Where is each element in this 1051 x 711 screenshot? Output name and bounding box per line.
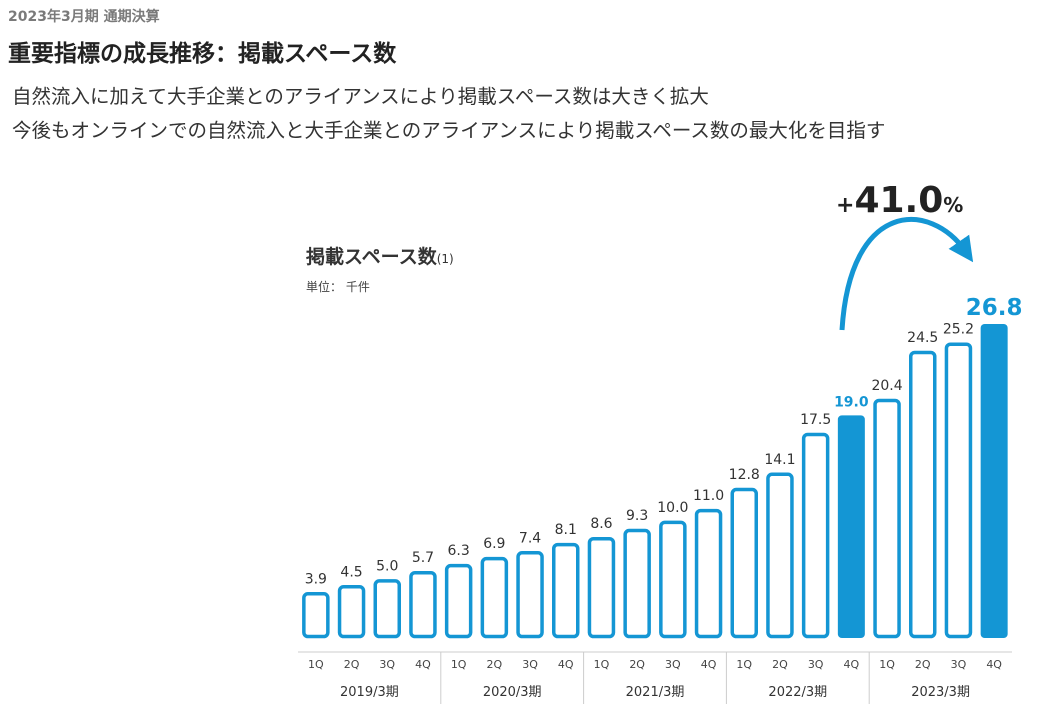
report-period-label: 2023年3月期 通期決算	[8, 9, 160, 25]
growth-sign: +	[836, 193, 855, 218]
bar	[837, 415, 865, 638]
data-label: 6.9	[483, 536, 505, 552]
data-label: 26.8	[966, 295, 1023, 321]
bar	[409, 570, 437, 639]
bar	[444, 563, 473, 639]
data-label: 5.0	[376, 558, 398, 574]
chart-title: 掲載スペース数(1)	[306, 242, 454, 269]
x-tick-label: 4Q	[986, 658, 1002, 671]
bar	[909, 350, 937, 639]
x-tick-label: 3Q	[522, 658, 538, 671]
bar	[730, 487, 758, 639]
x-tick-label: 2Q	[487, 658, 503, 671]
x-tick-label: 4Q	[844, 658, 860, 671]
description-line-2: 今後もオンラインでの自然流入と大手企業とのアライアンスにより掲載スペース数の最大…	[12, 119, 886, 142]
x-tick-label: 3Q	[808, 658, 824, 671]
x-tick-label: 2Q	[772, 658, 788, 671]
description-line-1: 自然流入に加えて大手企業とのアライアンスにより掲載スペース数は大きく拡大	[12, 85, 709, 108]
x-tick-label: 3Q	[951, 658, 967, 671]
data-label: 9.3	[626, 508, 648, 524]
data-label: 11.0	[693, 488, 724, 504]
bar	[587, 536, 616, 639]
data-label: 17.5	[800, 412, 831, 428]
data-label: 8.1	[555, 522, 577, 538]
x-tick-label: 3Q	[379, 658, 395, 671]
bar	[623, 528, 651, 639]
bar	[373, 579, 401, 639]
x-group-label: 2021/3期	[626, 685, 685, 700]
growth-unit: %	[943, 193, 964, 217]
data-label: 5.7	[412, 550, 434, 566]
data-label: 3.9	[305, 571, 327, 587]
growth-rate-callout: +41.0%	[836, 180, 963, 221]
data-label: 25.2	[943, 322, 974, 338]
growth-arrow	[839, 217, 974, 331]
x-group-label: 2023/3期	[911, 685, 970, 700]
data-label: 19.0	[834, 394, 869, 410]
x-tick-label: 3Q	[665, 658, 681, 671]
x-tick-label: 2Q	[915, 658, 931, 671]
bar	[302, 592, 330, 639]
data-label: 8.6	[590, 516, 612, 532]
data-label: 24.5	[907, 330, 938, 346]
bar	[694, 508, 723, 639]
data-label: 6.3	[448, 543, 470, 559]
bar	[480, 556, 509, 639]
bar	[801, 432, 830, 639]
x-tick-label: 1Q	[308, 658, 324, 671]
x-tick-label: 1Q	[879, 658, 895, 671]
bar	[516, 551, 544, 639]
bar	[659, 520, 687, 639]
bar-series: 3.9 4.5 5.0 5.7 6.3 6.9 7.4 8.1 8.6 9.3 10.0 11.0 12…	[302, 295, 1023, 639]
x-group-label: 2019/3期	[340, 685, 399, 700]
bar	[944, 342, 973, 639]
x-tick-label: 1Q	[594, 658, 610, 671]
chart-unit-label: 単位： 千件	[306, 280, 370, 294]
bar	[980, 324, 1008, 638]
chart-title-text: 掲載スペース数	[306, 246, 437, 268]
data-label: 20.4	[871, 378, 902, 394]
data-label: 10.0	[657, 500, 688, 516]
bar	[766, 472, 794, 639]
x-axis: 1Q 2Q 3Q 4Q 1Q 2Q 3Q 4Q 1Q 2Q 3Q 4Q 1Q 2Q 3Q 4Q 1Q 2Q 3Q 4Q…	[298, 651, 1012, 704]
x-group-label: 2020/3期	[483, 685, 542, 700]
x-group-label: 2022/3期	[768, 685, 827, 700]
data-label: 12.8	[729, 467, 760, 483]
data-label: 7.4	[519, 530, 541, 546]
x-tick-label: 2Q	[629, 658, 645, 671]
x-tick-label: 1Q	[736, 658, 752, 671]
x-tick-label: 2Q	[344, 658, 360, 671]
bar	[552, 542, 580, 639]
x-tick-label: 4Q	[558, 658, 574, 671]
bar	[337, 585, 366, 639]
data-label: 14.1	[764, 452, 795, 468]
chart-title-footnote: (1)	[436, 252, 454, 266]
data-label: 4.5	[340, 564, 362, 580]
page-title: 重要指標の成長推移：掲載スペース数	[8, 41, 397, 67]
x-tick-label: 4Q	[415, 658, 431, 671]
x-tick-label: 4Q	[701, 658, 717, 671]
growth-value: 41.0	[854, 180, 944, 221]
bar	[873, 398, 901, 639]
x-tick-label: 1Q	[451, 658, 467, 671]
